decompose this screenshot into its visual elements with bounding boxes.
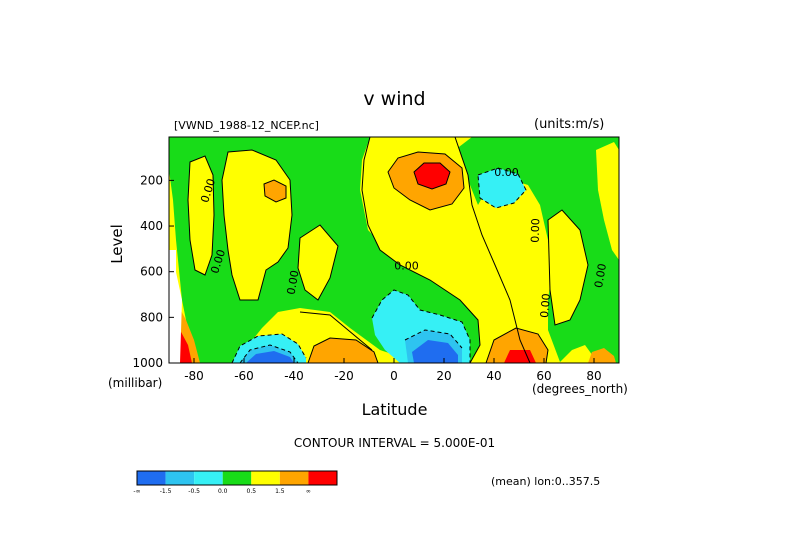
contour-label: 0.00 xyxy=(592,262,609,288)
contour-interval-label: CONTOUR INTERVAL = 5.000E-01 xyxy=(293,436,496,450)
x-tick-label: -20 xyxy=(334,369,354,383)
red-region-north-surface xyxy=(504,350,536,363)
orange-region-pole-surface xyxy=(588,348,616,363)
yellow-region-north-lowlevel xyxy=(548,210,588,325)
positive-contour-lines xyxy=(187,137,589,363)
missing-data-region xyxy=(169,250,182,363)
red-region-upper-jet xyxy=(414,163,450,189)
colorbar: -∞ -1.5 -0.5 0.0 0.5 1.5 ∞ xyxy=(133,470,338,495)
x-tick-label: 0 xyxy=(390,369,398,383)
colorbar-swatch xyxy=(222,471,252,485)
x-axis-label: Latitude xyxy=(361,400,428,419)
yellow-region-south-b xyxy=(188,156,214,275)
y-tick-label: 800 xyxy=(140,310,163,324)
chart-title: v wind xyxy=(363,88,426,110)
orange-region-south-upper xyxy=(264,180,286,202)
colorbar-swatch xyxy=(165,471,195,485)
negative-contour-lines xyxy=(231,167,527,363)
blue-region-south xyxy=(246,351,294,363)
green-region-north xyxy=(455,137,619,363)
x-tick-label: -80 xyxy=(184,369,204,383)
y-tick-label: 600 xyxy=(140,265,163,279)
colorbar-swatch xyxy=(279,471,309,485)
y-axis-units: (millibar) xyxy=(108,376,163,390)
colorbar-label: -∞ xyxy=(133,488,140,495)
x-axis-units: (degrees_north) xyxy=(532,382,628,396)
y-axis-ticks: 200 400 600 800 1000 xyxy=(132,173,174,370)
colorbar-label: 0.5 xyxy=(247,488,257,495)
blue-region-equator xyxy=(412,340,458,363)
x-tick-label: 80 xyxy=(586,369,601,383)
x-axis-ticks: -80 -60 -40 -20 0 20 40 60 80 xyxy=(184,358,602,383)
units-label: (units:m/s) xyxy=(534,117,605,132)
mean-longitude-label: (mean) lon:0..357.5 xyxy=(491,475,601,488)
colorbar-frame xyxy=(136,470,338,486)
orange-region-south-surface xyxy=(308,338,378,363)
x-tick-label: 20 xyxy=(436,369,451,383)
colorbar-swatch xyxy=(137,471,166,485)
colorbar-swatch xyxy=(251,471,280,485)
x-tick-label: -40 xyxy=(284,369,304,383)
contour-fills xyxy=(169,137,619,363)
contour-label: 0.00 xyxy=(529,218,543,243)
contour-label: 0.00 xyxy=(285,269,302,295)
x-tick-label: -60 xyxy=(234,369,254,383)
x-tick-label: 60 xyxy=(536,369,551,383)
colorbar-label: ∞ xyxy=(306,488,311,495)
y-tick-label: 400 xyxy=(140,219,163,233)
y-tick-label: 200 xyxy=(140,173,163,187)
colorbar-swatch xyxy=(308,471,337,485)
dataset-label: [VWND_1988-12_NCEP.nc] xyxy=(174,119,319,132)
contour-label: 0.00 xyxy=(394,259,419,272)
cyan-region-upper-north xyxy=(478,168,526,208)
contour-label: 0.00 xyxy=(538,293,553,319)
x-tick-label: 40 xyxy=(486,369,501,383)
colorbar-label: 0.0 xyxy=(218,488,228,495)
yellow-region-pole xyxy=(596,142,619,260)
contour-label: 0.00 xyxy=(494,166,519,179)
y-tick-label: 1000 xyxy=(132,356,163,370)
colorbar-label: -1.5 xyxy=(160,488,172,495)
orange-region-north-surface xyxy=(486,328,548,363)
colorbar-swatch xyxy=(194,471,223,485)
colorbar-label: -0.5 xyxy=(188,488,200,495)
colorbar-label: 1.5 xyxy=(275,488,285,495)
red-region-south-pole xyxy=(180,330,192,363)
